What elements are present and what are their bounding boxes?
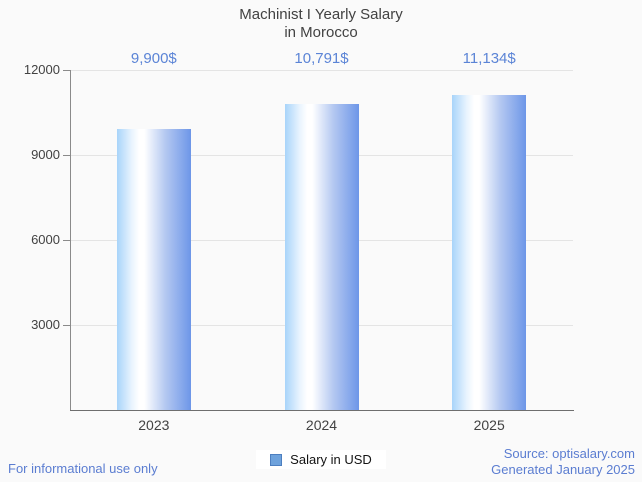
x-tick-label-2023: 2023 xyxy=(138,417,170,433)
bar-2024 xyxy=(284,104,359,410)
chart-title-line2: in Morocco xyxy=(284,24,358,41)
bar-slot-2024: 10,791$ xyxy=(238,50,406,410)
bar-value-label: 9,900$ xyxy=(130,50,177,67)
y-tick-mark xyxy=(63,70,70,71)
legend: Salary in USD xyxy=(0,450,642,469)
source-text: Source: optisalary.com xyxy=(503,446,635,461)
bar-value-label: 10,791$ xyxy=(294,50,349,67)
source-block: Source: optisalary.com Generated January… xyxy=(491,446,635,478)
legend-item: Salary in USD xyxy=(256,450,386,469)
y-tick-label: 6000 xyxy=(31,232,60,247)
bar-2025 xyxy=(452,95,527,410)
y-tick-label: 3000 xyxy=(31,317,60,332)
chart-title-line1: Machinist I Yearly Salary xyxy=(239,6,403,23)
generated-text: Generated January 2025 xyxy=(491,462,635,477)
x-axis-labels: 2023 2024 2025 xyxy=(70,417,573,433)
chart-title: Machinist I Yearly Salary in Morocco xyxy=(0,6,642,42)
y-tick-mark xyxy=(63,325,70,326)
y-tick-mark xyxy=(63,155,70,156)
y-axis-line xyxy=(70,70,71,410)
bar-slot-2025: 11,134$ xyxy=(405,50,573,410)
disclaimer-text: For informational use only xyxy=(8,461,158,476)
y-tick-mark xyxy=(63,240,70,241)
bar-slot-2023: 9,900$ xyxy=(70,50,238,410)
legend-swatch-icon xyxy=(270,453,283,466)
x-tick-label-2024: 2024 xyxy=(305,417,338,433)
bar-value-label: 11,134$ xyxy=(462,50,516,67)
bar-2023 xyxy=(116,129,191,410)
gridline-12000 xyxy=(70,70,573,71)
legend-label: Salary in USD xyxy=(290,452,372,467)
x-axis-line xyxy=(70,410,574,411)
x-tick-label-2025: 2025 xyxy=(473,417,505,433)
y-tick-label: 12000 xyxy=(23,62,60,77)
y-tick-label: 9000 xyxy=(31,147,60,162)
bars-container: 9,900$ 10,791$ 11,134$ xyxy=(70,50,573,410)
